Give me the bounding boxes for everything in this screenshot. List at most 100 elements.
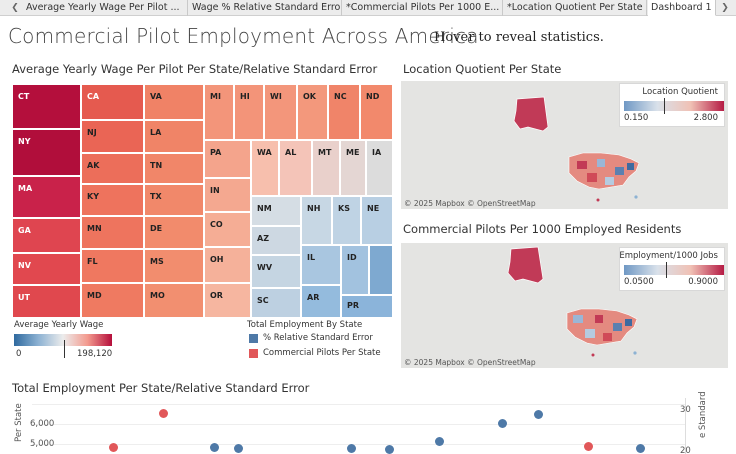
tab-average-yearly-wage[interactable]: Average Yearly Wage Per Pilot ... — [23, 0, 188, 16]
rse-dot[interactable] — [435, 437, 444, 446]
treemap-cell-ia[interactable]: IA — [366, 140, 393, 196]
lq-legend[interactable]: Location Quotient 0.150 2.800 — [619, 83, 725, 127]
tab-commercial-pilots-per-1000[interactable]: *Commercial Pilots Per 1000 E... — [343, 0, 503, 16]
wage-legend-max: 198,120 — [77, 349, 113, 359]
treemap-cell-ga[interactable]: GA — [12, 218, 81, 253]
lq-ramp-marker — [664, 98, 665, 114]
treemap-cell-al[interactable]: AL — [279, 140, 312, 196]
legend-label-rse: % Relative Standard Error — [263, 333, 373, 343]
treemap-cell-nh[interactable]: NH — [301, 196, 332, 245]
treemap-cell-nm[interactable]: NM — [251, 196, 301, 226]
treemap-cell-de[interactable]: DE — [144, 216, 204, 249]
legend-swatch-pilots[interactable] — [249, 349, 258, 358]
treemap-cell-ma[interactable]: MA — [12, 176, 81, 218]
contiguous-us-shape — [566, 308, 638, 346]
treemap-cell-ok[interactable]: OK — [297, 84, 328, 140]
treemap-cell-ut[interactable]: UT — [12, 285, 81, 318]
treemap-cell-mo[interactable]: MO — [144, 283, 204, 318]
treemap-cell-wi[interactable]: WI — [264, 84, 297, 140]
employment-scatter-chart[interactable]: Per State e Standard 6,000 5,000 30 20 — [8, 391, 728, 454]
treemap-cell-wa[interactable]: WA — [251, 140, 279, 196]
pilots-dot[interactable] — [159, 409, 168, 418]
treemap-cell-ak[interactable]: AK — [81, 153, 144, 184]
treemap-cell-md[interactable]: MD — [81, 283, 144, 318]
treemap-cell-ky[interactable]: KY — [81, 184, 144, 216]
treemap-cell-nj[interactable]: NJ — [81, 120, 144, 153]
treemap-cell-ca[interactable]: CA — [81, 84, 144, 120]
treemap-cell-co[interactable]: CO — [204, 212, 251, 247]
treemap-cell-mt[interactable]: MT — [312, 140, 340, 196]
cp-color-ramp — [624, 265, 724, 275]
rse-dot[interactable] — [498, 419, 507, 428]
treemap-cell-fl[interactable]: FL — [81, 249, 144, 283]
rse-dot[interactable] — [347, 444, 356, 453]
treemap-cell-oh[interactable]: OH — [204, 247, 251, 283]
wage-treemap[interactable]: CT NY MA GA NV UT CA NJ AK KY MN FL MD V… — [12, 84, 393, 318]
treemap-cell-ny[interactable]: NY — [12, 129, 81, 176]
rse-dot[interactable] — [234, 444, 243, 453]
treemap-cell-pa[interactable]: PA — [204, 140, 251, 178]
lq-map[interactable]: Location Quotient 0.150 2.800 © 2025 Map… — [401, 81, 728, 209]
state-patch — [613, 323, 622, 331]
treemap-cell-ar[interactable]: AR — [301, 285, 341, 318]
puerto-rico-shape — [633, 351, 637, 355]
treemap-cell-or[interactable]: OR — [204, 283, 251, 318]
treemap-cell-pr[interactable]: PR — [341, 295, 393, 318]
gridline — [32, 424, 686, 425]
treemap-cell-la[interactable]: LA — [144, 120, 204, 153]
treemap-cell-hi[interactable]: HI — [234, 84, 264, 140]
wage-ramp-marker — [64, 340, 65, 358]
treemap-cell-id[interactable]: ID — [341, 245, 369, 295]
pilots-dot[interactable] — [584, 442, 593, 451]
left-tick-6000: 6,000 — [30, 419, 55, 429]
treemap-cell-va[interactable]: VA — [144, 84, 204, 120]
treemap-cell-ne[interactable]: NE — [361, 196, 393, 245]
tab-dashboard-1[interactable]: Dashboard 1 — [648, 0, 716, 16]
treemap-cell-ks[interactable]: KS — [332, 196, 361, 245]
state-patch — [597, 159, 605, 167]
state-patch — [585, 329, 595, 338]
treemap-cell-in[interactable]: IN — [204, 178, 251, 212]
legend-swatch-rse[interactable] — [249, 334, 258, 343]
tab-scroll-left-icon[interactable]: ❮ — [11, 3, 19, 13]
treemap-cell-il[interactable]: IL — [301, 245, 341, 285]
pilots-dot[interactable] — [109, 443, 118, 452]
legend-label-pilots: Commercial Pilots Per State — [263, 348, 381, 358]
rse-dot[interactable] — [385, 445, 394, 454]
rse-dot[interactable] — [210, 443, 219, 452]
treemap-cell-mn[interactable]: MN — [81, 216, 144, 249]
tab-scroll-right-icon[interactable]: ❯ — [721, 3, 729, 13]
treemap-cell-mi[interactable]: MI — [204, 84, 234, 140]
treemap-cell-nv[interactable]: NV — [12, 253, 81, 285]
cp-map[interactable]: Employment/1000 Jobs 0.0500 0.9000 © 202… — [401, 243, 728, 368]
treemap-cell-ct[interactable]: CT — [12, 84, 81, 129]
treemap-cell-unlabeled[interactable] — [369, 245, 393, 295]
treemap-cell-wv[interactable]: WV — [251, 255, 301, 288]
right-axis-label: e Standard — [698, 391, 708, 438]
treemap-cell-ms[interactable]: MS — [144, 249, 204, 283]
employment-legend-title: Total Employment By State — [247, 320, 363, 330]
treemap-cell-tx[interactable]: TX — [144, 184, 204, 216]
right-tick-30: 30 — [680, 405, 691, 415]
wage-color-ramp[interactable] — [14, 334, 112, 346]
treemap-cell-nc[interactable]: NC — [328, 84, 360, 140]
hawaii-shape — [596, 198, 600, 202]
cp-legend[interactable]: Employment/1000 Jobs 0.0500 0.9000 — [619, 247, 725, 291]
treemap-cell-sc[interactable]: SC — [251, 288, 301, 318]
state-patch — [573, 315, 583, 323]
lq-map-title: Location Quotient Per State — [403, 62, 562, 76]
left-tick-5000: 5,000 — [30, 439, 55, 449]
tab-wage-rse[interactable]: Wage % Relative Standard Error — [189, 0, 342, 16]
alaska-shape — [513, 96, 549, 132]
treemap-cell-tn[interactable]: TN — [144, 153, 204, 184]
treemap-cell-me[interactable]: ME — [340, 140, 366, 196]
rse-dot[interactable] — [636, 444, 645, 453]
rse-dot[interactable] — [534, 410, 543, 419]
tab-location-quotient[interactable]: *Location Quotient Per State — [504, 0, 647, 16]
treemap-cell-az[interactable]: AZ — [251, 226, 301, 255]
treemap-title: Average Yearly Wage Per Pilot Per State/… — [12, 62, 378, 76]
treemap-cell-nd[interactable]: ND — [360, 84, 393, 140]
lq-map-credit: © 2025 Mapbox © OpenStreetMap — [404, 199, 536, 208]
left-axis-label: Per State — [14, 403, 24, 442]
cp-legend-max: 0.9000 — [688, 277, 718, 287]
